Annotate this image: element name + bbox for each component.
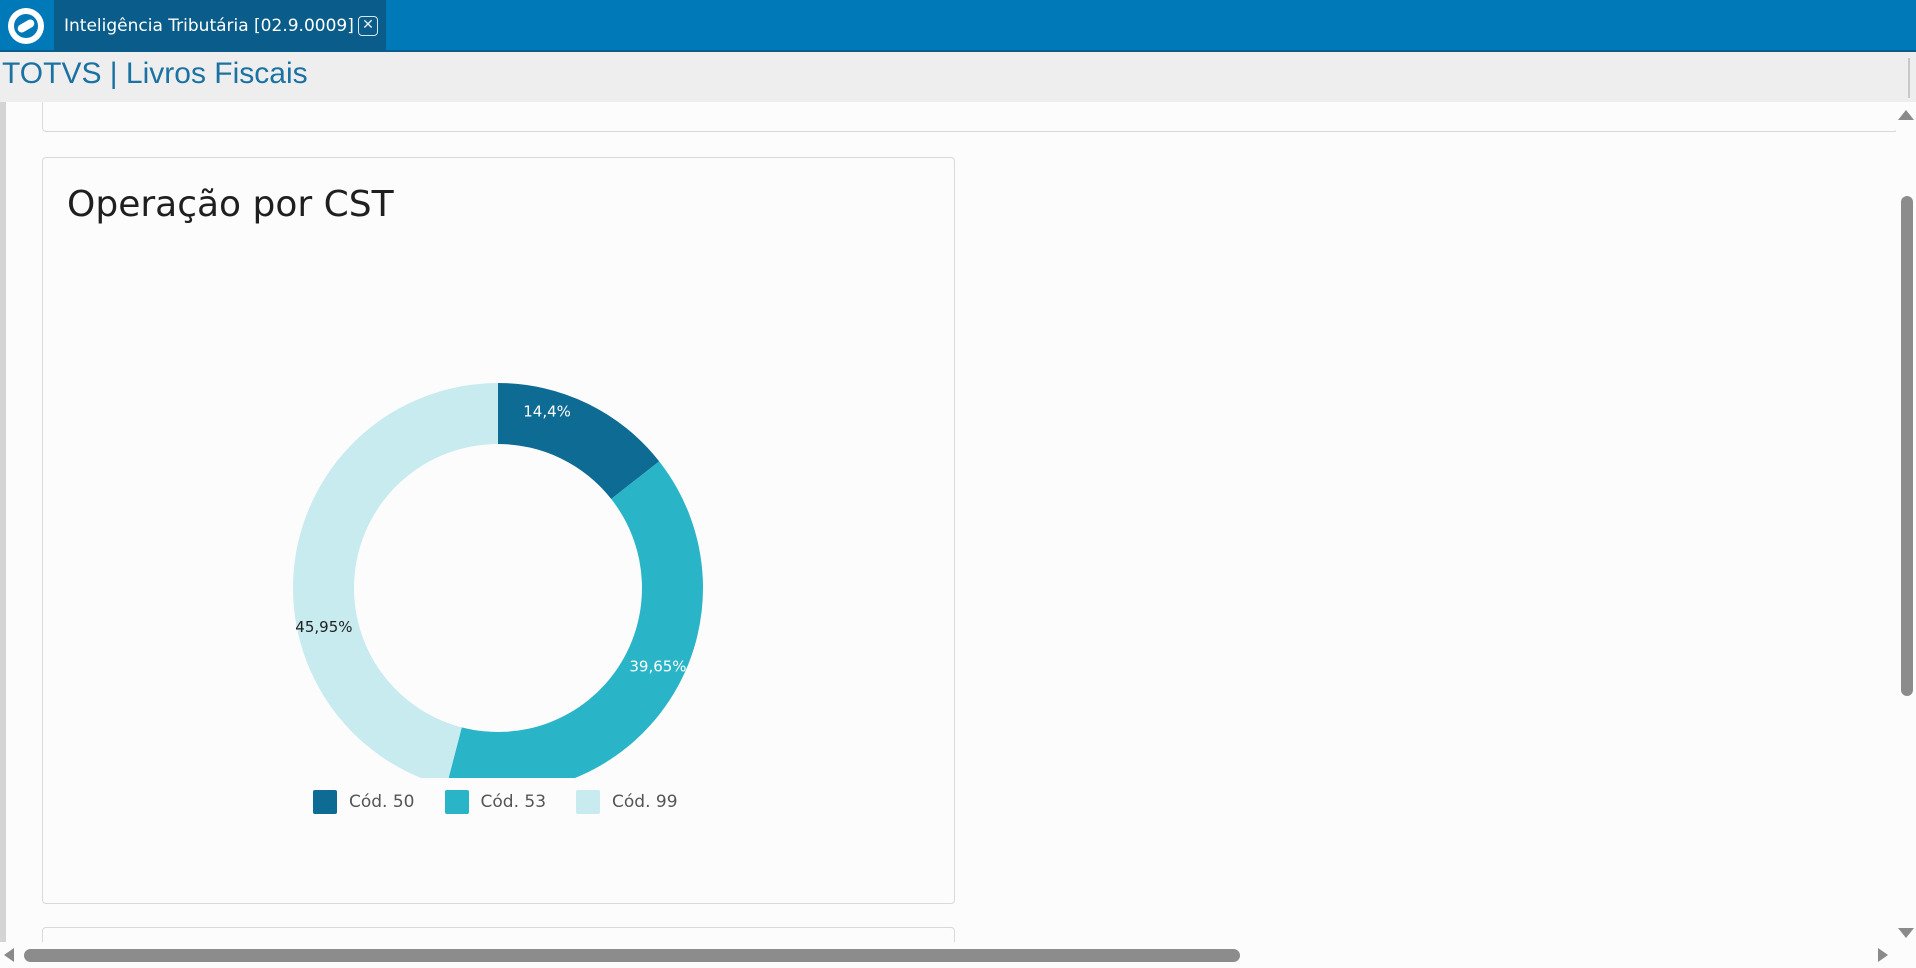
donut-slice-1[interactable] — [498, 383, 660, 500]
legend-swatch — [313, 790, 337, 814]
scroll-right-icon[interactable] — [1878, 948, 1888, 962]
legend-label: Cód. 53 — [480, 792, 547, 812]
donut-data-label: 39,65% — [629, 658, 686, 676]
cst-chart-card: Operação por CST 14,4% 39,65% 45,95% Cód. … — [42, 157, 955, 904]
legend-item[interactable]: Cód. 53 — [444, 790, 547, 814]
legend-label: Cód. 99 — [612, 792, 678, 812]
legend-item[interactable]: Cód. 99 — [576, 790, 678, 814]
legend-label: Cód. 50 — [349, 792, 415, 812]
vertical-scrollbar[interactable] — [1896, 102, 1916, 942]
chart-legend: Cód. 50 Cód. 53 Cód. 99 — [313, 790, 678, 814]
donut-slice-3[interactable] — [293, 383, 498, 778]
vertical-scroll-thumb[interactable] — [1901, 196, 1913, 696]
horizontal-scrollbar[interactable] — [0, 942, 1916, 968]
legend-item[interactable]: Cód. 50 — [313, 790, 415, 814]
app-header: TOTVS | Livros Fiscais — [0, 52, 1916, 102]
donut-slice-2[interactable] — [446, 461, 703, 778]
next-card — [42, 927, 955, 942]
scroll-left-icon[interactable] — [4, 948, 14, 962]
tab-title: Inteligência Tributária [02.9.0009] — [64, 16, 354, 36]
page-title: TOTVS | Livros Fiscais — [2, 57, 308, 90]
top-bar: Inteligência Tributária [02.9.0009] ✕ — [0, 0, 1916, 52]
card-title: Operação por CST — [67, 184, 394, 225]
tab-inteligencia-tributaria[interactable]: Inteligência Tributária [02.9.0009] ✕ — [54, 0, 386, 52]
dashboard-content: Operação por CST 14,4% 39,65% 45,95% Cód. … — [0, 102, 1916, 942]
totvs-logo-icon[interactable] — [4, 4, 48, 48]
donut-data-label: 45,95% — [295, 618, 352, 636]
donut-data-label: 14,4% — [523, 403, 571, 421]
legend-swatch — [444, 790, 469, 814]
header-divider — [1908, 58, 1910, 98]
donut-chart: 14,4% 39,65% 45,95% — [293, 383, 703, 778]
legend-swatch — [576, 790, 601, 814]
horizontal-scroll-thumb[interactable] — [24, 949, 1240, 962]
left-rail — [0, 102, 6, 942]
scroll-up-icon[interactable] — [1898, 110, 1914, 120]
close-icon[interactable]: ✕ — [358, 16, 378, 36]
scroll-down-icon[interactable] — [1898, 928, 1914, 938]
previous-card — [42, 102, 1898, 132]
